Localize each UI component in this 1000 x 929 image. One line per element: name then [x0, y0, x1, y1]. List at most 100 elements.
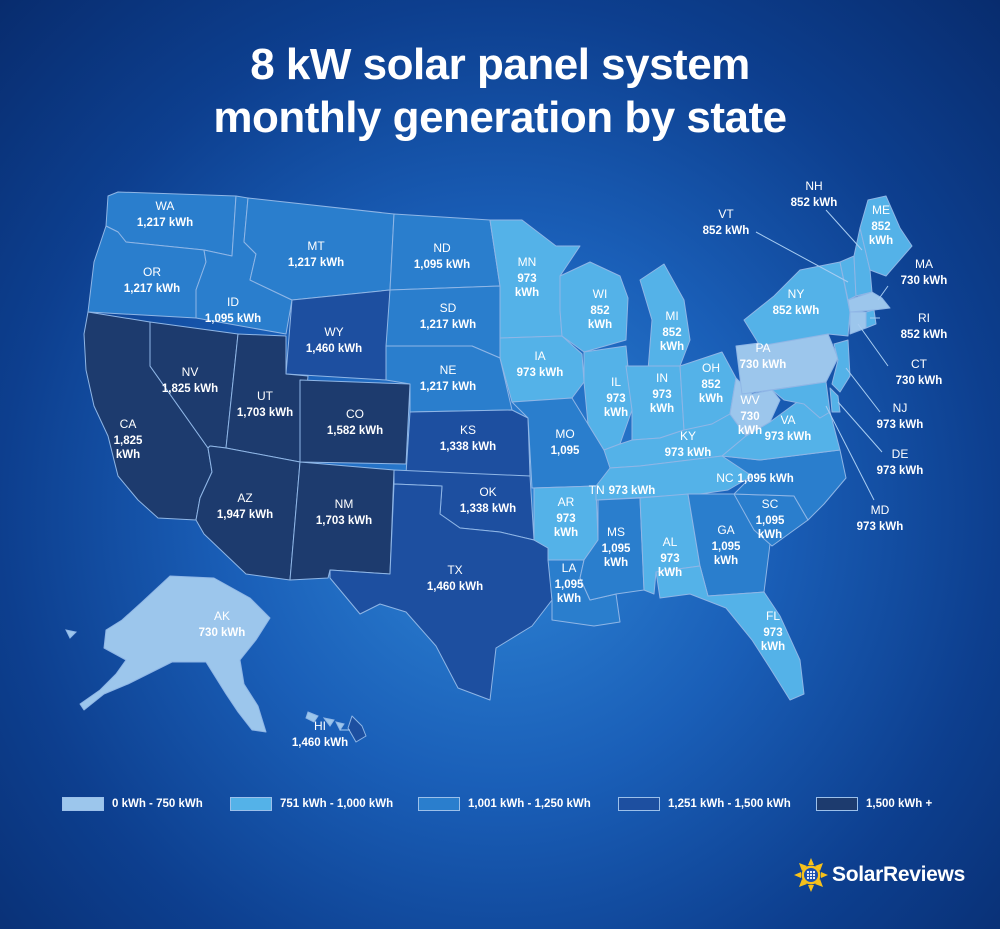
state-ri [865, 309, 877, 329]
state-value: kWh [761, 641, 785, 653]
state-value: 973 [763, 627, 782, 639]
svg-text:OK1,338 kWh: OK 1,338 kWh [460, 485, 516, 515]
state-value: 730 kWh [901, 275, 948, 287]
label-ne: NE 1,217 kWh [420, 363, 476, 393]
state-value: 973 kWh [857, 521, 904, 533]
state-value: 1,460 kWh [427, 581, 483, 593]
label-de: DE 973 kWh [877, 447, 924, 477]
state-abbr: AL [663, 535, 678, 549]
state-value: 1,217 kWh [420, 319, 476, 331]
state-abbr: KY [680, 429, 696, 443]
label-tx: TX 1,460 kWh [427, 563, 483, 593]
label-pa: PA 730 kWh [740, 341, 787, 371]
state-mi [639, 263, 691, 371]
label-la: LA 1,095 kWh [555, 561, 584, 605]
label-az: AZ 1,947 kWh [217, 491, 273, 521]
label-me: ME 852 kWh [869, 203, 893, 247]
state-abbr: WY [324, 325, 343, 339]
state-fl [655, 565, 805, 701]
svg-text:TX1,460 kWh: TX 1,460 kWh [427, 563, 483, 593]
label-wv: WV 730 kWh [738, 393, 762, 437]
state-abbr: HI [314, 719, 326, 733]
state-abbr: CO [346, 407, 364, 421]
label-in: IN 973 kWh [650, 371, 674, 415]
state-abbr: AZ [237, 491, 252, 505]
state-value: 1,703 kWh [237, 407, 293, 419]
state-value: 1,338 kWh [440, 441, 496, 453]
state-value: kWh [660, 341, 684, 353]
state-value: 1,095 kWh [414, 259, 470, 271]
title-line-1: 8 kW solar panel system [250, 40, 750, 89]
state-value: 973 kWh [517, 367, 564, 379]
state-me [859, 195, 913, 277]
state-abbr: IL [611, 375, 621, 389]
label-ri: RI 852 kWh [901, 311, 948, 341]
state-abbr: NE [440, 363, 457, 377]
legend-swatch [230, 797, 272, 811]
state-value: 1,582 kWh [327, 425, 383, 437]
svg-text:SD1,217 kWh: SD 1,217 kWh [420, 301, 476, 331]
label-nj: NJ 973 kWh [877, 401, 924, 431]
label-il: IL 973 kWh [604, 375, 628, 419]
state-abbr: FL [766, 609, 780, 623]
title-line-2: monthly generation by state [213, 93, 787, 142]
state-value: 973 kWh [665, 447, 712, 459]
state-abbr: LA [562, 561, 577, 575]
state-value: 730 kWh [896, 375, 943, 387]
state-nj [831, 339, 851, 393]
hawaii-islands [65, 629, 345, 731]
state-abbr: ND [433, 241, 451, 255]
state-abbr: OK [479, 485, 496, 499]
svg-text:OR1,217 kWh: OR 1,217 kWh [124, 265, 180, 295]
label-hi: HI 1,460 kWh [292, 719, 348, 749]
state-de [829, 387, 841, 413]
state-value: 852 kWh [791, 197, 838, 209]
svg-text:WY1,460 kWh: WY 1,460 kWh [306, 325, 362, 355]
state-value: 730 [740, 411, 759, 423]
label-nc: NC 1,095 kWh [716, 471, 794, 485]
state-ak [79, 575, 271, 733]
state-abbr: IA [534, 349, 545, 363]
state-value: 973 [652, 389, 671, 401]
state-abbr: AR [558, 495, 575, 509]
label-ct: CT 730 kWh [896, 357, 943, 387]
state-abbr: SD [440, 301, 457, 315]
label-nv: NV 1,825 kWh [162, 365, 218, 395]
state-value: 852 [871, 221, 890, 233]
state-value: 973 [556, 513, 575, 525]
state-value: 852 [590, 305, 609, 317]
state-value: kWh [557, 593, 581, 605]
svg-text:KS1,338 kWh: KS 1,338 kWh [440, 423, 496, 453]
state-value: kWh [650, 403, 674, 415]
state-value: 973 [606, 393, 625, 405]
label-wy: WY 1,460 kWh [306, 325, 362, 355]
svg-text:WA1,217 kWh: WA 1,217 kWh [137, 199, 193, 229]
state-abbr: OR [143, 265, 161, 279]
label-ma: MA 730 kWh [901, 257, 948, 287]
state-abbr: PA [755, 341, 770, 355]
state-value: kWh [515, 287, 539, 299]
state-value: 1,825 [114, 435, 143, 447]
state-value: 1,460 kWh [306, 343, 362, 355]
svg-text:HI1,460 kWh: HI 1,460 kWh [292, 719, 348, 749]
state-value: kWh [604, 557, 628, 569]
state-value: 973 kWh [877, 465, 924, 477]
svg-text:ND1,095 kWh: ND 1,095 kWh [414, 241, 470, 271]
state-value: 852 kWh [901, 329, 948, 341]
state-value: 973 kWh [609, 485, 656, 497]
state-abbr: OH [702, 361, 720, 375]
state-abbr: RI [918, 311, 930, 325]
